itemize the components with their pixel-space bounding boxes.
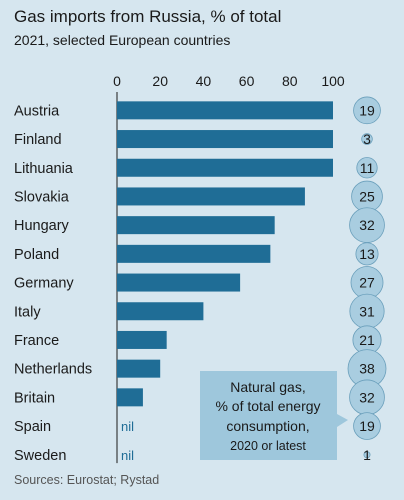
bar — [117, 244, 271, 263]
nil-label: nil — [121, 419, 134, 434]
category-label: Spain — [14, 419, 51, 435]
category-label: Netherlands — [14, 362, 92, 378]
callout-box — [200, 371, 337, 460]
bubble-label: 11 — [360, 160, 375, 176]
bubble-label: 21 — [359, 332, 375, 348]
bar — [117, 101, 333, 120]
bubble-label: 13 — [359, 246, 375, 262]
category-label: Britain — [14, 390, 55, 406]
category-label: Italy — [14, 304, 41, 320]
callout-pointer — [337, 414, 348, 427]
bar — [117, 302, 204, 321]
bubble-label: 27 — [359, 275, 375, 291]
category-label: Austria — [14, 103, 60, 119]
bar — [117, 187, 305, 206]
x-tick-label: 20 — [152, 73, 168, 89]
bar — [117, 273, 241, 292]
category-label: Lithuania — [14, 161, 74, 177]
bar — [117, 158, 333, 177]
category-label: Germany — [14, 276, 74, 292]
category-label: Poland — [14, 247, 59, 263]
x-tick-label: 60 — [239, 73, 255, 89]
bubble — [353, 412, 381, 440]
x-tick-label: 100 — [321, 73, 345, 89]
bubble-label: 32 — [359, 217, 375, 233]
category-label: Sweden — [14, 448, 66, 464]
callout-line-3: consumption, — [226, 418, 309, 434]
bubble-label: 19 — [359, 102, 375, 118]
x-tick-label: 80 — [282, 73, 298, 89]
callout-line-1: Natural gas, — [230, 379, 305, 395]
chart-title: Gas imports from Russia, % of total — [14, 7, 281, 26]
bubble-label: 25 — [359, 188, 375, 204]
bubble-label: 31 — [359, 303, 375, 319]
source-note: Sources: Eurostat; Rystad — [14, 473, 159, 487]
bar — [117, 216, 275, 235]
x-tick-label: 40 — [196, 73, 212, 89]
category-label: Finland — [14, 132, 62, 148]
category-label: France — [14, 333, 59, 349]
bar — [117, 330, 167, 349]
bar — [117, 388, 143, 407]
category-label: Hungary — [14, 218, 70, 234]
bubble — [355, 242, 379, 266]
bubble-label: 32 — [359, 389, 375, 405]
bubble-label: 19 — [359, 418, 375, 434]
callout-line-2: % of total energy — [215, 398, 320, 414]
bubble-label: 38 — [359, 361, 375, 377]
bubble-label: 3 — [363, 131, 371, 147]
bar — [117, 359, 161, 378]
x-tick-label: 0 — [113, 73, 121, 89]
category-label: Slovakia — [14, 189, 70, 205]
nil-label: nil — [121, 448, 134, 463]
bubble-callout: Natural gas, % of total energy consumpti… — [200, 371, 348, 460]
callout-line-4: 2020 or latest — [230, 439, 306, 453]
bubble-label: 1 — [363, 447, 371, 463]
bar — [117, 130, 333, 149]
bubble — [363, 451, 371, 459]
bubble — [353, 96, 381, 125]
bubble — [361, 133, 373, 145]
chart-subtitle: 2021, selected European countries — [14, 32, 230, 48]
bubble — [356, 157, 378, 179]
